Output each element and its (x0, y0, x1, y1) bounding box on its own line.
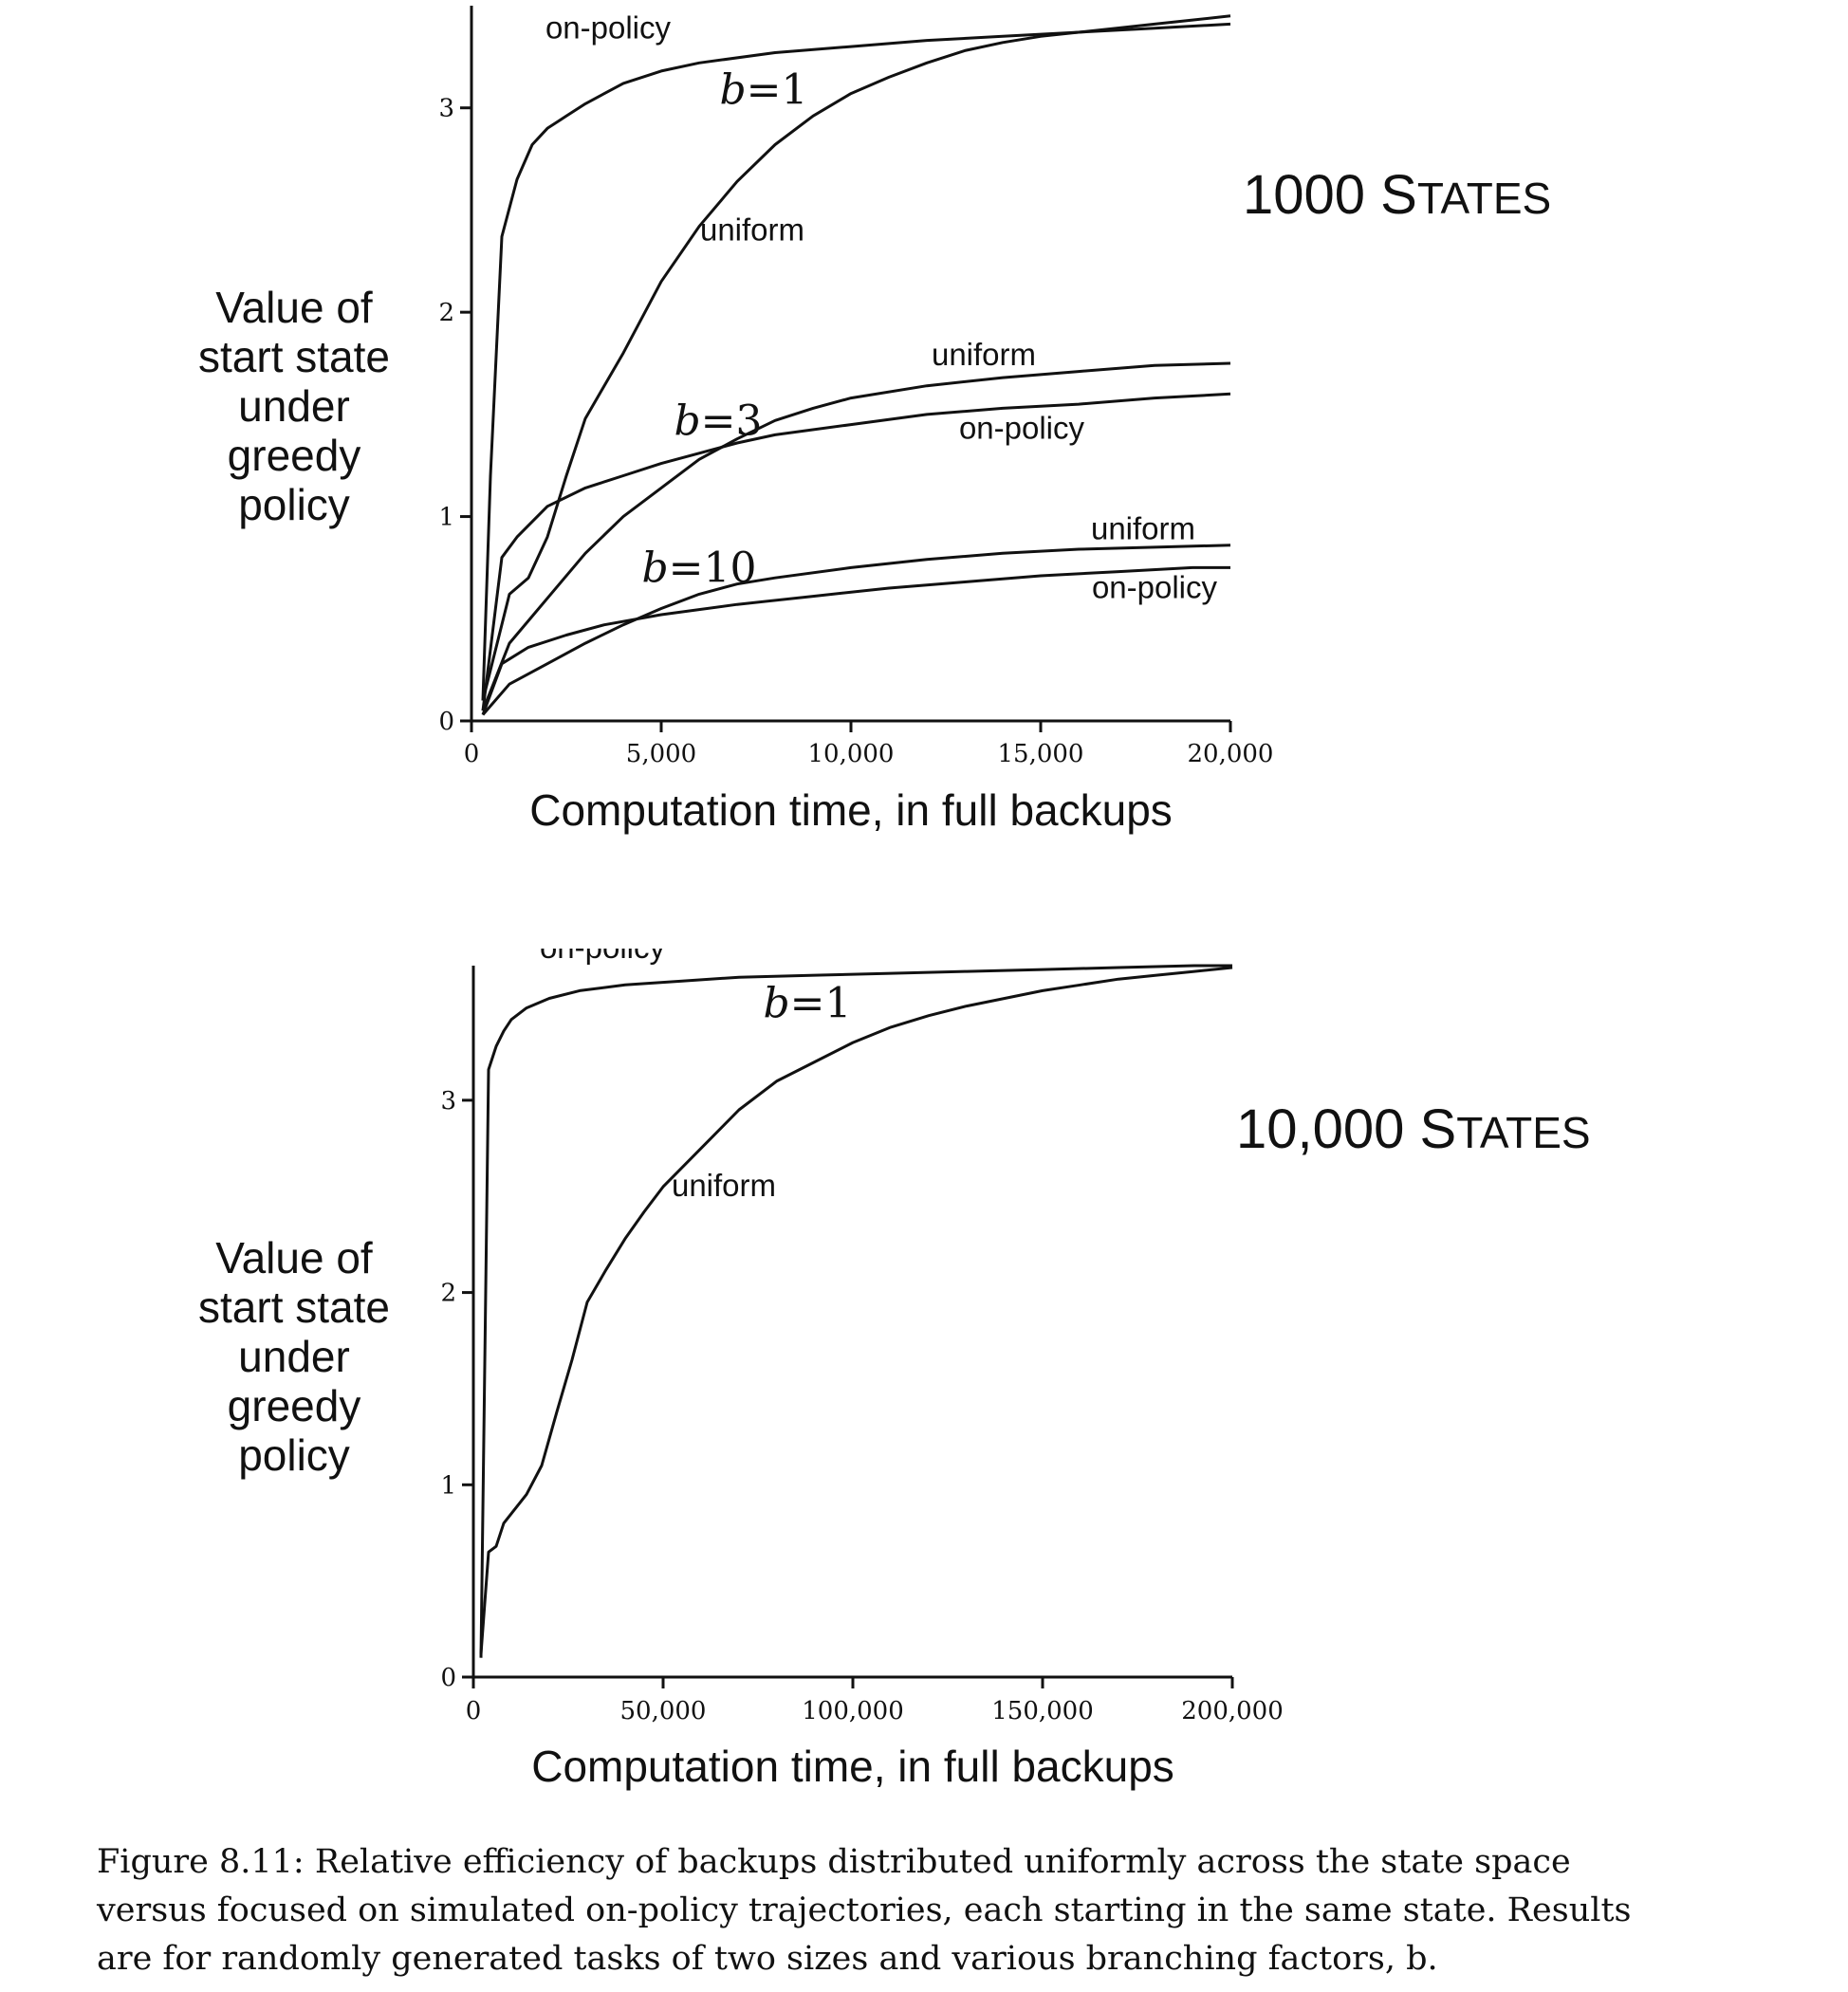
x-axis-label: Computation time, in full backups (529, 785, 1173, 835)
state-count-word: TATES (1417, 174, 1551, 223)
state-count-label: 1000 STATES (1243, 164, 1551, 226)
y-axis-label-line: start state (198, 332, 390, 381)
state-count-number: 1000 S (1243, 164, 1417, 226)
series-annotation: uniform (932, 337, 1036, 372)
x-tick-label: 10,000 (808, 740, 895, 768)
series-annotation: uniform (1091, 510, 1195, 545)
y-axis-label-line: policy (238, 1430, 350, 1480)
y-axis-label-line: greedy (228, 431, 361, 480)
series-on-policy-b10-line (481, 565, 1230, 716)
x-tick-label: 15,000 (998, 740, 1084, 768)
caption-line-3: are for randomly generated tasks of two … (97, 1940, 1438, 1978)
y-tick-label: 1 (440, 1471, 456, 1500)
y-tick-label: 0 (440, 1664, 456, 1692)
branching-factor-var: b (641, 544, 668, 593)
series-annotation: on-policy (540, 949, 666, 965)
branching-factor-var: b (674, 397, 700, 445)
x-tick-label: 20,000 (1188, 740, 1274, 768)
y-tick-label: 3 (438, 95, 454, 123)
series-on-policy-b3-line (481, 392, 1231, 711)
series-on-policy-b1-line (479, 964, 1232, 1658)
y-axis-label: Value of start state under greedy policy (198, 283, 390, 529)
y-axis-label-line: under (238, 1332, 350, 1381)
state-count-number: 10,000 S (1236, 1098, 1456, 1160)
y-axis-label-line: greedy (228, 1381, 361, 1430)
x-tick-label: 100,000 (802, 1697, 904, 1725)
caption-line-2: versus focused on simulated on-policy tr… (97, 1891, 1632, 1929)
x-tick-label: 0 (464, 740, 480, 768)
y-tick-label: 0 (438, 708, 454, 736)
y-axis-label: Value of start state under greedy policy (198, 1233, 390, 1480)
y-axis-label-line: policy (238, 480, 350, 529)
caption-line-1: Figure 8.11: Relative efficiency of back… (97, 1843, 1571, 1881)
state-count-label: 10,000 STATES (1236, 1098, 1591, 1160)
y-axis-label-line: Value of (215, 283, 373, 332)
series-uniform-b3-line (481, 361, 1231, 711)
y-tick-label: 1 (438, 504, 454, 532)
series-on-policy-b1-line (481, 22, 1231, 701)
branching-factor-label: b=10 (641, 544, 756, 593)
branching-factor-value: =3 (701, 397, 763, 445)
chart-10000-states: 0 50,000 100,000 150,000 200,000 0 1 2 3 Computat… (198, 949, 1591, 1791)
series-annotation: on-policy (959, 411, 1085, 446)
y-tick-label: 2 (438, 299, 454, 327)
chart-1000-states: 0 5,000 10,000 15,000 20,000 0 1 2 3 Computation … (198, 6, 1551, 835)
state-count-word: TATES (1456, 1108, 1590, 1157)
branching-factor-label: b=1 (719, 65, 807, 114)
x-tick-label: 150,000 (991, 1697, 1094, 1725)
branching-factor-label: b=3 (674, 397, 762, 445)
y-axis-label-line: under (238, 381, 350, 431)
series-annotation: uniform (700, 212, 804, 248)
series-uniform-b10-line (481, 544, 1231, 716)
branching-factor-label: b=1 (763, 980, 851, 1028)
figure-caption: Figure 8.11: Relative efficiency of back… (97, 1838, 1728, 1983)
branching-factor-var: b (719, 65, 746, 114)
series-annotation: on-policy (545, 9, 672, 45)
series-uniform-b1-line (481, 14, 1231, 701)
x-axis-label: Computation time, in full backups (531, 1742, 1174, 1791)
x-tick-label: 50,000 (620, 1697, 707, 1725)
x-tick-label: 200,000 (1181, 1697, 1284, 1725)
branching-factor-value: =1 (790, 980, 852, 1028)
y-tick-label: 3 (440, 1087, 456, 1116)
y-tick-label: 2 (440, 1280, 456, 1308)
series-uniform-b1-line (479, 966, 1233, 1654)
x-tick-label: 0 (466, 1697, 482, 1725)
y-axis-label-line: Value of (215, 1233, 373, 1282)
series-annotation: uniform (672, 1168, 776, 1203)
branching-factor-var: b (763, 980, 789, 1028)
branching-factor-value: =10 (669, 544, 757, 593)
x-tick-label: 5,000 (626, 740, 696, 768)
y-axis-label-line: start state (198, 1282, 390, 1332)
branching-factor-value: =1 (747, 65, 808, 114)
series-annotation: on-policy (1092, 570, 1218, 605)
